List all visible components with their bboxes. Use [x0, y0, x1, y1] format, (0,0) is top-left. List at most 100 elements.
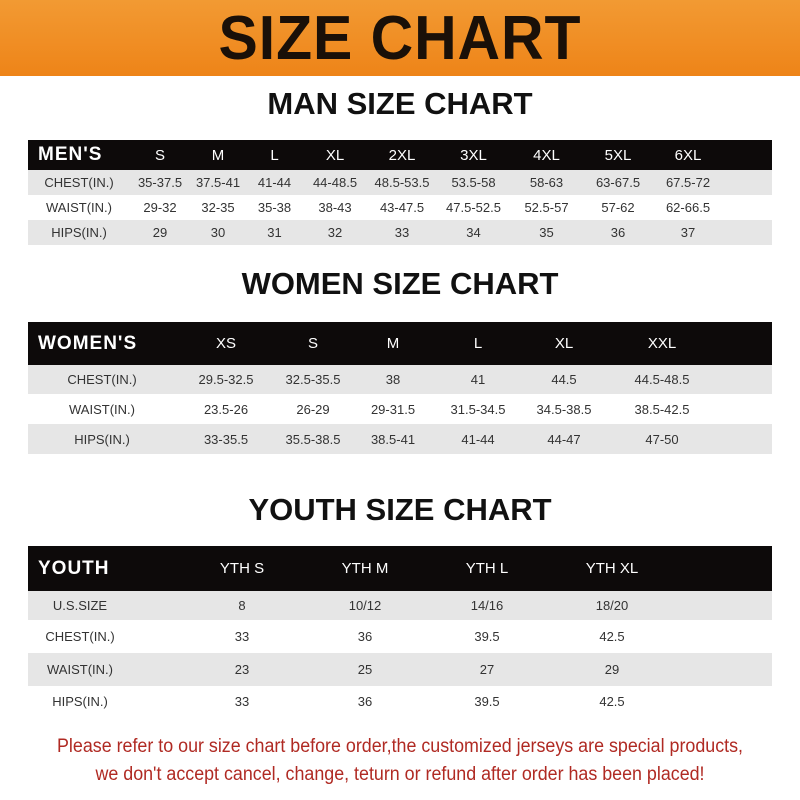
size-header: M: [190, 140, 246, 170]
size-header: YTH M: [304, 546, 426, 591]
size-header: S: [276, 322, 350, 365]
title-banner: SIZE CHART: [0, 0, 800, 76]
size-header: 5XL: [583, 140, 653, 170]
table-row: WAIST(IN.) 29-32 32-35 35-38 38-43 43-47.5 47.…: [28, 195, 772, 220]
table-cell: 35: [510, 220, 583, 245]
disclaimer-line-2: we don't accept cancel, change, teturn o…: [95, 764, 705, 785]
table-cell: 33: [234, 694, 250, 709]
table-cell: 62-66.5: [665, 200, 711, 215]
youth-header-row: YOUTH YTH S YTH M YTH L YTH XL: [28, 546, 772, 591]
table-cell: 35-37.5: [130, 170, 190, 195]
table-cell: 42.5: [599, 694, 625, 709]
row-label: HIPS(IN.): [52, 694, 108, 709]
size-header: XL: [303, 140, 367, 170]
table-row: HIPS(IN.) 29 30 31 32 33 34 35 36 37: [28, 220, 772, 245]
table-cell: 36: [357, 694, 373, 709]
table-cell: 25: [304, 653, 426, 686]
table-cell: 18/20: [548, 591, 676, 620]
table-row: CHEST(IN.) 33 36 39.5 42.5: [28, 620, 772, 653]
row-filler: [723, 195, 772, 220]
size-header: M: [350, 322, 436, 365]
row-filler: [676, 686, 772, 717]
table-cell: 32-35: [201, 200, 235, 215]
page-title: SIZE CHART: [218, 4, 582, 73]
table-cell: 44.5: [520, 365, 608, 394]
size-header: YTH L: [426, 546, 548, 591]
table-cell: 53.5-58: [437, 170, 510, 195]
table-cell: 32.5-35.5: [276, 365, 350, 394]
table-cell: 26-29: [296, 401, 330, 417]
size-header: XS: [176, 322, 276, 365]
row-filler: [716, 394, 772, 424]
row-label: U.S.SIZE: [28, 591, 180, 620]
table-cell: 47-50: [608, 424, 716, 454]
table-cell: 36: [357, 629, 373, 644]
row-label: WAIST(IN.): [69, 401, 135, 417]
table-cell: 39.5: [474, 629, 500, 644]
size-header: S: [130, 140, 190, 170]
size-header: 3XL: [437, 140, 510, 170]
header-label: YOUTH: [28, 546, 180, 591]
table-cell: 42.5: [599, 629, 625, 644]
table-cell: 33: [234, 629, 250, 644]
table-row: CHEST(IN.) 29.5-32.5 32.5-35.5 38 41 44.5 44.5…: [28, 365, 772, 394]
row-label: WAIST(IN.): [28, 653, 180, 686]
row-label: CHEST(IN.): [28, 170, 130, 195]
header-label: WOMEN'S: [28, 322, 176, 365]
table-cell: 10/12: [304, 591, 426, 620]
header-label: MEN'S: [28, 140, 130, 170]
table-cell: 63-67.5: [583, 170, 653, 195]
table-row: CHEST(IN.) 35-37.5 37.5-41 41-44 44-48.5 48.5…: [28, 170, 772, 195]
women-header-row: WOMEN'S XS S M L XL XXL: [28, 322, 772, 365]
table-cell: 37.5-41: [190, 170, 246, 195]
size-header: XXL: [608, 322, 716, 365]
size-header: XL: [520, 322, 608, 365]
table-cell: 37: [653, 220, 723, 245]
table-cell: 44-48.5: [303, 170, 367, 195]
table-cell: 31: [246, 220, 303, 245]
table-cell: 52.5-57: [524, 200, 569, 215]
size-header: 6XL: [653, 140, 723, 170]
table-cell: 44.5-48.5: [608, 365, 716, 394]
table-cell: 23: [180, 653, 304, 686]
row-filler: [716, 365, 772, 394]
row-filler: [676, 653, 772, 686]
size-header: 2XL: [367, 140, 437, 170]
size-header: 4XL: [510, 140, 583, 170]
row-filler: [676, 620, 772, 653]
table-cell: 58-63: [510, 170, 583, 195]
table-cell: 36: [583, 220, 653, 245]
table-cell: 67.5-72: [653, 170, 723, 195]
table-cell: 23.5-26: [203, 401, 249, 417]
header-filler: [716, 322, 772, 365]
table-cell: 34: [437, 220, 510, 245]
men-size-table: MEN'S S M L XL 2XL 3XL 4XL 5XL 6XL CHEST(IN.) 35-37…: [28, 140, 772, 245]
women-size-table: WOMEN'S XS S M L XL XXL CHEST(IN.) 29.5-32.5 32.5…: [28, 322, 772, 454]
table-cell: 38-43: [318, 200, 352, 215]
table-cell: 35-38: [257, 200, 292, 215]
disclaimer-line-1: Please refer to our size chart before or…: [57, 736, 743, 757]
table-row: HIPS(IN.) 33 36 39.5 42.5: [28, 686, 772, 717]
table-cell: 41-44: [246, 170, 303, 195]
table-cell: 29: [130, 220, 190, 245]
table-cell: 48.5-53.5: [367, 170, 437, 195]
header-filler: [676, 546, 772, 591]
row-label: HIPS(IN.): [28, 424, 176, 454]
size-header: YTH XL: [548, 546, 676, 591]
men-section-title: MAN SIZE CHART: [267, 86, 533, 121]
women-section-title: WOMEN SIZE CHART: [241, 266, 559, 301]
table-cell: 29.5-32.5: [176, 365, 276, 394]
table-cell: 29-31.5: [370, 401, 416, 417]
table-cell: 57-62: [601, 200, 635, 215]
row-label: CHEST(IN.): [28, 365, 176, 394]
table-cell: 38.5-42.5: [634, 401, 690, 417]
table-cell: 47.5-52.5: [446, 200, 501, 215]
table-cell: 27: [426, 653, 548, 686]
table-cell: 33: [367, 220, 437, 245]
table-row: WAIST(IN.) 23 25 27 29: [28, 653, 772, 686]
size-header: L: [246, 140, 303, 170]
table-cell: 31.5-34.5: [450, 401, 506, 417]
table-cell: 38.5-41: [350, 424, 436, 454]
table-cell: 8: [180, 591, 304, 620]
table-cell: 44-47: [520, 424, 608, 454]
